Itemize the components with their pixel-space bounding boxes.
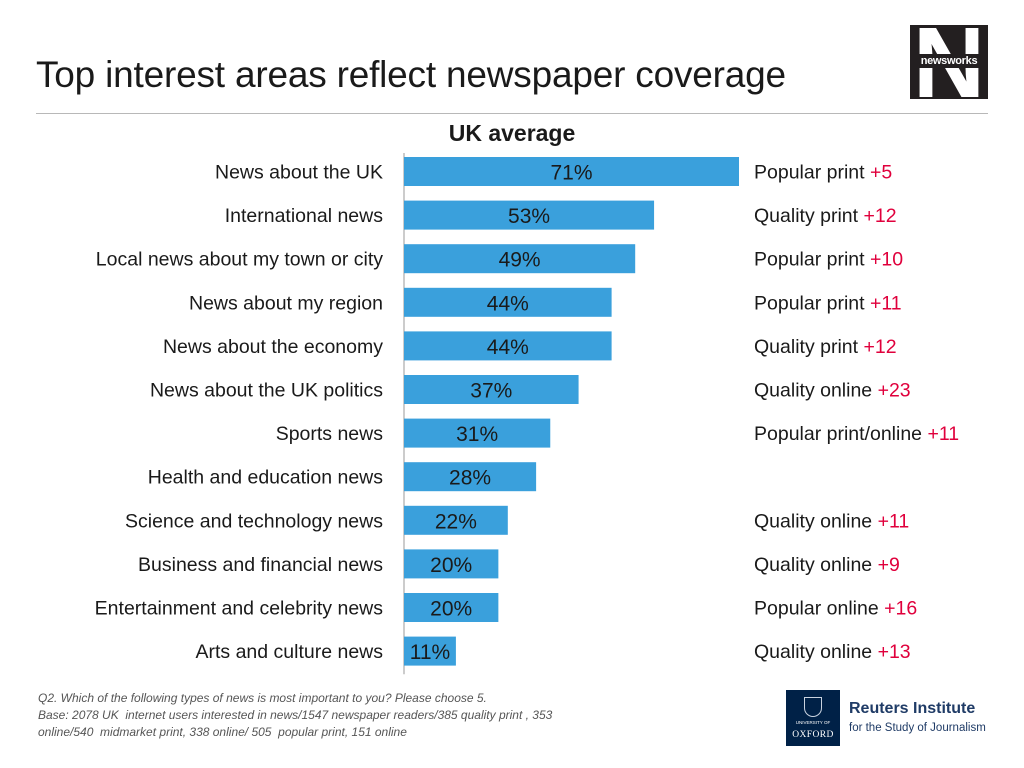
bar — [404, 549, 499, 579]
bar-value-label: 44% — [487, 336, 529, 359]
bar — [404, 200, 655, 230]
segment-delta: +9 — [878, 554, 900, 576]
segment-name: Popular print — [754, 292, 870, 314]
bar — [404, 636, 456, 666]
category-label: Science and technology news — [125, 510, 383, 532]
category-label: Sports news — [276, 423, 384, 445]
bar — [404, 375, 579, 404]
footnote: Q2. Which of the following types of news… — [38, 690, 678, 741]
segment-name: Quality print — [754, 336, 863, 358]
segment-name: Popular print — [754, 162, 870, 184]
crest-oxford-text: OXFORD — [792, 730, 834, 740]
bar-value-label: 22% — [435, 510, 477, 533]
reuters-institute-subtitle: for the Study of Journalism — [849, 722, 986, 734]
bar-value-label: 11% — [410, 641, 450, 664]
segment-delta: +23 — [878, 380, 911, 402]
segment-annotation: Popular print +10 — [754, 249, 903, 271]
bar-value-label: 71% — [550, 162, 592, 185]
crest-university-text: UNIVERSITY OF — [795, 720, 831, 725]
segment-annotation: Popular online +16 — [754, 598, 917, 620]
category-label: Entertainment and celebrity news — [95, 598, 384, 620]
footnote-base-continued: online/540 midmarket print, 338 online/ … — [38, 725, 407, 739]
segment-annotation: Quality online +23 — [754, 380, 911, 402]
category-label: News about my region — [189, 292, 383, 314]
segment-name: Quality online — [754, 510, 878, 532]
bar — [404, 287, 612, 317]
newsworks-logo: N newsworks — [910, 25, 988, 99]
bar-value-label: 31% — [456, 423, 498, 446]
bar-value-label: 37% — [470, 380, 512, 403]
footnote-question: Q2. Which of the following types of news… — [38, 691, 487, 705]
segment-name: Quality online — [754, 380, 878, 402]
segment-delta: +12 — [863, 336, 896, 358]
segment-delta: +11 — [878, 510, 910, 532]
title-divider — [36, 113, 988, 114]
segment-delta: +13 — [878, 641, 911, 663]
page-title: Top interest areas reflect newspaper cov… — [36, 54, 786, 95]
category-label: International news — [225, 205, 384, 227]
category-label: News about the UK — [215, 162, 383, 184]
segment-name: Quality online — [754, 641, 878, 663]
category-label: Arts and culture news — [195, 641, 383, 663]
segment-delta: +12 — [863, 205, 896, 227]
segment-annotation: Quality print +12 — [754, 205, 897, 227]
segment-delta: +5 — [870, 162, 892, 184]
category-label: Local news about my town or city — [96, 249, 383, 271]
bar — [404, 331, 612, 361]
segment-name: Popular print/online — [754, 423, 927, 445]
bar — [404, 593, 499, 622]
bar-value-label: 49% — [499, 249, 541, 272]
category-label: News about the economy — [163, 336, 383, 358]
segment-annotation: Quality online +11 — [754, 510, 909, 532]
bar — [404, 157, 739, 186]
segment-delta: +11 — [870, 292, 902, 314]
chart-title: UK average — [448, 120, 576, 146]
bar-value-label: 44% — [487, 292, 529, 315]
crest-shield-icon — [804, 697, 822, 717]
segment-name: Quality online — [754, 554, 878, 576]
reuters-institute-logo: UNIVERSITY OF OXFORD Reuters Institute f… — [786, 690, 996, 746]
category-label: Health and education news — [148, 467, 383, 489]
category-label: Business and financial news — [138, 554, 383, 576]
bar-chart: News about the UK 71% Popular print +5 Inte… — [95, 153, 959, 675]
segment-name: Popular online — [754, 598, 884, 620]
segment-annotation: Quality online +9 — [754, 554, 900, 576]
bar — [404, 505, 508, 535]
reuters-institute-name: Reuters Institute — [849, 700, 976, 717]
bar-value-label: 28% — [449, 467, 491, 490]
category-label: News about the UK politics — [150, 380, 383, 402]
footnote-base: Base: 2078 UK internet users interested … — [38, 708, 553, 722]
segment-name: Quality print — [754, 205, 863, 227]
segment-annotation: Quality online +13 — [754, 641, 911, 663]
segment-delta: +10 — [870, 249, 903, 271]
segment-annotation: Popular print +11 — [754, 292, 902, 314]
bar-value-label: 20% — [430, 598, 472, 621]
bar-value-label: 20% — [430, 554, 472, 577]
segment-annotation: Popular print/online +11 — [754, 423, 959, 445]
bar-value-label: 53% — [508, 205, 550, 228]
bar — [404, 418, 551, 448]
bar — [404, 462, 537, 492]
segment-name: Popular print — [754, 249, 870, 271]
segment-annotation: Quality print +12 — [754, 336, 897, 358]
newsworks-wordmark: newsworks — [912, 54, 986, 68]
segment-annotation: Popular print +5 — [754, 162, 892, 184]
segment-delta: +11 — [927, 423, 959, 445]
segment-delta: +16 — [884, 598, 917, 620]
bar — [404, 244, 636, 274]
oxford-crest: UNIVERSITY OF OXFORD — [786, 690, 840, 746]
